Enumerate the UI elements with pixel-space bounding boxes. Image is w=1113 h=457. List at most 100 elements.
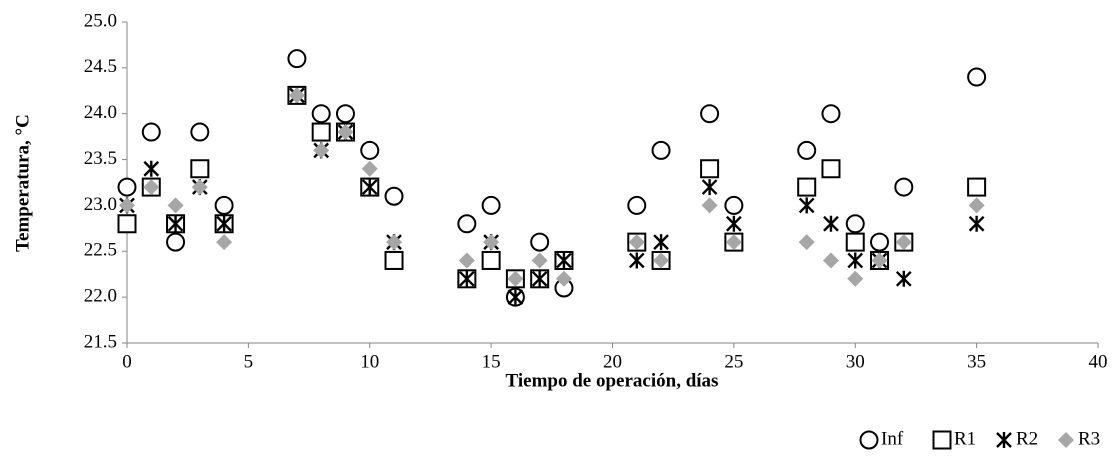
point: [798, 197, 815, 214]
point: [167, 197, 184, 214]
point: [360, 140, 380, 160]
point: [335, 104, 355, 124]
y-tick-label: 22.0: [84, 286, 117, 307]
point: [847, 270, 864, 287]
point: [141, 122, 161, 142]
point: [894, 177, 914, 197]
point: [555, 270, 572, 287]
point: [531, 252, 548, 269]
point: [653, 234, 669, 251]
x-axis-title: Tiempo de operación, días: [506, 370, 719, 391]
legend-marker: [1058, 432, 1074, 448]
x-tick-label: 5: [244, 351, 254, 372]
point: [845, 232, 865, 252]
point: [627, 195, 647, 215]
y-tick-label: 23.5: [84, 148, 117, 169]
y-tick-label: 24.0: [84, 102, 117, 123]
point: [384, 186, 404, 206]
point: [797, 177, 817, 197]
y-tick-label: 22.5: [84, 240, 117, 261]
point: [191, 179, 208, 196]
point: [507, 289, 524, 306]
legend-marker: [859, 430, 879, 450]
y-tick-label: 25.0: [84, 10, 117, 31]
point: [726, 215, 742, 232]
point: [459, 270, 475, 287]
legend-label: R1: [954, 428, 976, 449]
point: [847, 252, 864, 269]
point: [384, 250, 404, 270]
point: [628, 234, 645, 251]
point: [119, 197, 135, 214]
point: [288, 87, 305, 104]
point: [458, 252, 475, 269]
point: [361, 179, 378, 196]
point: [653, 252, 670, 269]
point: [287, 49, 307, 69]
point: [700, 104, 720, 124]
point: [166, 232, 186, 252]
legend-marker: [996, 432, 1012, 448]
point: [117, 214, 137, 234]
point: [821, 159, 841, 179]
point: [724, 195, 744, 215]
point: [968, 215, 985, 232]
point: [725, 234, 742, 251]
point: [117, 177, 137, 197]
x-tick-label: 10: [360, 351, 379, 372]
point: [845, 214, 865, 234]
point: [457, 214, 477, 234]
point: [361, 160, 378, 177]
point: [531, 270, 548, 287]
point: [190, 122, 210, 142]
legend-marker: [932, 430, 952, 450]
point: [507, 270, 524, 287]
point: [311, 104, 331, 124]
y-tick-label: 24.5: [84, 56, 117, 77]
point: [870, 232, 890, 252]
point: [386, 234, 403, 251]
point: [311, 122, 331, 142]
point: [701, 179, 718, 196]
point: [967, 177, 987, 197]
x-tick-label: 30: [846, 351, 865, 372]
x-tick-label: 0: [122, 351, 132, 372]
point: [216, 215, 232, 232]
point: [216, 234, 233, 251]
point: [190, 159, 210, 179]
x-tick-label: 15: [482, 351, 501, 372]
point: [651, 140, 671, 160]
point: [143, 160, 160, 177]
point: [214, 195, 234, 215]
point: [822, 252, 839, 269]
y-tick-label: 23.0: [84, 194, 117, 215]
point: [895, 234, 912, 251]
x-tick-label: 35: [967, 351, 986, 372]
y-tick-label: 21.5: [84, 331, 117, 352]
legend-label: R2: [1016, 428, 1038, 449]
point: [481, 195, 501, 215]
point: [797, 140, 817, 160]
point: [313, 142, 330, 159]
x-tick-label: 40: [1089, 351, 1108, 372]
point: [701, 197, 718, 214]
point: [968, 197, 985, 214]
point: [481, 250, 501, 270]
point: [700, 159, 720, 179]
x-tick-label: 20: [603, 351, 622, 372]
legend-label: R3: [1078, 428, 1100, 449]
legend-label: Inf: [881, 428, 904, 449]
point: [628, 252, 645, 269]
point: [483, 234, 500, 251]
point: [798, 234, 815, 251]
point: [556, 252, 572, 269]
point: [967, 67, 987, 87]
x-tick-label: 25: [724, 351, 743, 372]
point: [871, 252, 888, 269]
point: [821, 104, 841, 124]
point: [337, 124, 354, 141]
y-axis-title: Temperatura, °C: [12, 114, 33, 252]
point: [143, 179, 160, 196]
point: [895, 270, 912, 287]
